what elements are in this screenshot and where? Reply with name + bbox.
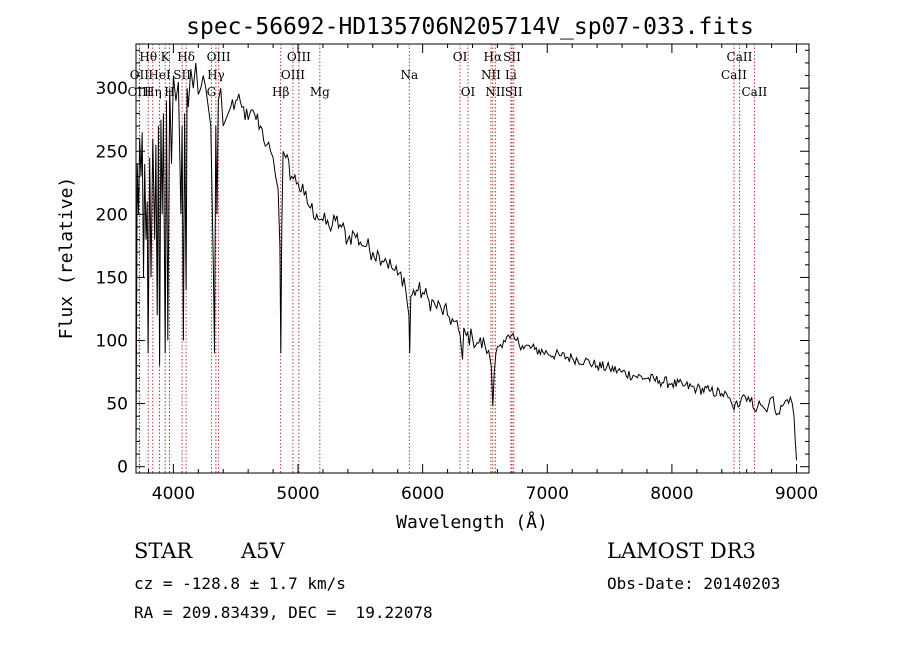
object-type: STAR [134, 539, 193, 563]
x-tick-label: 6000 [401, 484, 444, 504]
line-marker-label: OII [130, 68, 150, 82]
y-tick-label: 100 [96, 332, 128, 352]
x-axis-label: Wavelength (Å) [396, 511, 548, 533]
spectrum-line [135, 62, 797, 467]
survey-name: LAMOST DR3 [607, 539, 756, 563]
line-marker-label: Li [505, 68, 517, 82]
x-tick-label: 7000 [526, 484, 569, 504]
line-marker-label: OIII [128, 85, 152, 99]
axis-ticks: 4000 5000 6000 7000 8000 9000 0 50 100 150 200 250 3… [96, 44, 818, 504]
x-tick-label: 5000 [276, 484, 319, 504]
y-tick-label: 0 [117, 458, 128, 478]
line-marker-label: Hα [484, 50, 503, 64]
y-tick-label: 50 [106, 395, 128, 415]
coordinates-readout: RA = 209.83439, DEC = 19.22078 [134, 603, 433, 622]
line-marker-label: SII [505, 85, 523, 99]
line-marker-label: OIII [287, 50, 311, 64]
y-tick-label: 200 [96, 205, 128, 225]
line-marker-label: Hγ [207, 68, 225, 82]
plot-frame [135, 43, 810, 474]
line-marker-label: Na [400, 68, 418, 82]
redshift-readout: cz = -128.8 ± 1.7 km/s [134, 574, 346, 593]
y-tick-label: 150 [96, 268, 128, 288]
y-axis-label: Flux (relative) [56, 177, 77, 340]
line-marker-label: SII [503, 50, 521, 64]
x-tick-label: 9000 [775, 484, 818, 504]
line-marker-label: OI [453, 50, 468, 64]
y-tick-label: 250 [96, 142, 128, 162]
obs-date: Obs-Date: 20140203 [607, 574, 781, 593]
line-marker-label: G [207, 85, 217, 99]
line-marker-label: OI [461, 85, 476, 99]
line-marker-label: OIII [207, 50, 231, 64]
line-marker-label: Hδ [177, 50, 195, 64]
line-marker-label: Hθ [139, 50, 157, 64]
line-marker-label: CaII [741, 85, 767, 99]
line-marker-label: OIII [281, 68, 305, 82]
line-marker-label: Hη [144, 85, 162, 99]
line-marker-label: NII [485, 85, 505, 99]
line-marker-label: Mg [310, 85, 330, 99]
y-tick-label: 300 [96, 79, 128, 99]
chart-title: spec-56692-HD135706N205714V_sp07-033.fit… [186, 14, 754, 40]
spectral-class: A5V [241, 539, 285, 563]
line-marker-label: CaII [727, 50, 753, 64]
line-marker-label: HeI [148, 68, 171, 82]
x-tick-label: 4000 [152, 484, 195, 504]
line-marker-label: NII [481, 68, 501, 82]
line-marker-label: K [161, 50, 171, 64]
line-marker-label: Hβ [272, 85, 289, 99]
line-marker-label: CaII [721, 68, 747, 82]
x-tick-label: 8000 [650, 484, 693, 504]
line-marker-label: SII [173, 68, 191, 82]
